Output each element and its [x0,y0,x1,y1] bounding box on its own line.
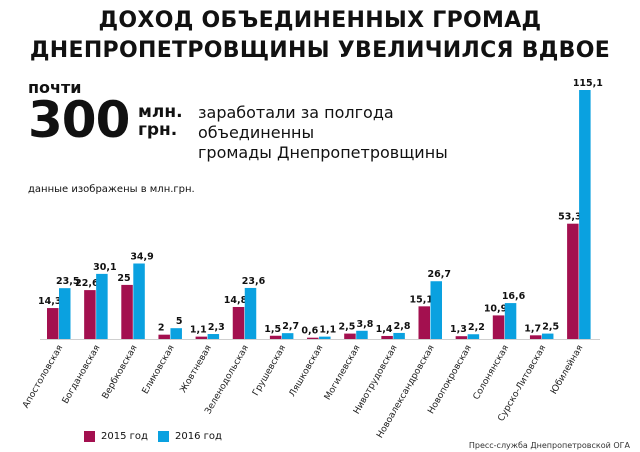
bar-2015-2 [121,284,133,339]
bar-2016-12 [504,303,517,339]
bar-2016-11 [467,334,480,339]
category-label-8: Могилевская [323,344,363,402]
bar-2016-5 [244,287,257,339]
data-label-2016-7: 1,1 [319,325,336,336]
stat-description: заработали за полгода объединенны громад… [198,103,498,163]
data-label-2015-11: 1,3 [450,324,467,335]
bar-2016-0 [59,288,71,339]
data-label-2016-0: 23,5 [56,276,79,287]
data-label-2016-2: 34,9 [130,251,153,262]
bar-2016-6 [281,333,294,339]
data-label-2016-4: 2,3 [208,322,225,333]
data-label-2016-8: 3,8 [357,319,374,330]
data-label-2015-9: 1,4 [376,324,393,335]
bar-2015-13 [529,335,542,339]
bar-2016-2 [133,263,145,339]
bar-2015-6 [269,335,282,339]
bar-2016-4 [207,334,220,339]
bar-2015-14 [567,223,579,339]
bar-2016-1 [96,273,108,339]
category-label-5: Зеленодольская [203,344,251,417]
bar-2015-3 [158,334,170,339]
bar-2016-10 [430,281,442,339]
legend-item-2015: 2015 год [84,431,148,442]
stat-desc-line-2: громады Днепропетровщины [198,143,448,162]
data-label-2015-0: 14,3 [38,296,61,307]
stat-unit-line-1: млн. [138,102,183,122]
data-label-2016-9: 2,8 [394,321,411,332]
bar-2015-4 [195,336,208,339]
data-label-2016-6: 2,7 [282,321,299,332]
title-line-2: ДНЕПРОПЕТРОВЩИНЫ УВЕЛИЧИЛСЯ ВДВОЕ [29,38,611,63]
units-note: данные изображены в млн.грн. [28,184,195,195]
title-line-1: ДОХОД ОБЪЕДИНЕННЫХ ГРОМАД [98,8,542,33]
bar-2015-0 [47,308,59,339]
page-title: ДОХОД ОБЪЕДИНЕННЫХ ГРОМАД ДНЕПРОПЕТРОВЩИ… [0,6,640,66]
legend-swatch-2016 [158,431,169,442]
data-label-2016-1: 30,1 [93,262,116,273]
data-label-2016-11: 2,2 [468,322,485,333]
bar-2016-14 [579,90,591,339]
bar-2015-10 [418,306,430,339]
stat-unit-line-2: грн. [138,120,178,140]
data-label-2015-7: 0,6 [301,326,318,337]
data-label-2016-3: 5 [176,316,183,327]
category-label-12: Солонянская [472,344,511,402]
bar-2016-3 [170,328,182,339]
legend-label-2016: 2016 год [175,431,222,442]
category-label-1: Богдановская [61,344,103,406]
category-label-14: Юбилейная [549,344,585,397]
legend-item-2016: 2016 год [158,431,222,442]
bar-2016-13 [541,333,554,339]
data-label-2015-14: 53,3 [558,212,581,223]
stat-value: 300 [28,91,130,149]
category-label-2: Вербковская [101,344,140,401]
data-label-2015-4: 1,1 [190,325,207,336]
stat-desc-line-1: заработали за полгода объединенны [198,103,394,142]
bar-2015-9 [381,335,393,339]
category-label-11: Новопокровская [426,344,474,416]
bar-2015-7 [307,337,319,339]
bar-2015-12 [492,315,505,339]
data-label-2015-2: 25 [117,273,130,284]
stat-unit: млн. грн. [138,103,183,139]
category-label-0: Апостоловская [21,344,65,411]
bar-2015-1 [84,290,96,339]
category-label-4: Жовтневая [179,344,214,395]
data-label-2016-10: 26,7 [428,269,451,280]
data-label-2015-1: 22,6 [75,278,99,289]
data-label-2016-5: 23,6 [242,276,266,287]
category-label-3: Еликовская [141,344,177,397]
data-label-2015-5: 14,8 [224,295,248,306]
bar-2016-7 [319,336,331,339]
bar-2015-5 [232,306,245,339]
stat-approx-label: почти [28,78,82,97]
legend-label-2015: 2015 год [101,431,148,442]
bar-2015-8 [344,333,356,339]
data-label-2016-12: 16,6 [502,291,526,302]
legend-swatch-2015 [84,431,95,442]
data-label-2015-3: 2 [158,323,165,334]
data-label-2015-12: 10,9 [484,303,507,314]
data-label-2015-13: 1,7 [524,323,541,334]
data-label-2015-10: 15,1 [410,294,433,305]
category-label-7: Ляшковская [288,344,326,399]
bar-2015-11 [455,336,468,339]
data-label-2015-8: 2,5 [339,322,356,333]
source-credit: Пресс-служба Днепропетровской ОГА [468,441,630,450]
data-label-2015-6: 1,5 [264,324,281,335]
bar-2016-9 [393,332,405,339]
category-label-6: Грушевская [251,344,288,398]
bar-2016-8 [356,330,368,339]
data-label-2016-14: 115,1 [573,78,603,89]
data-label-2016-13: 2,5 [542,322,559,333]
